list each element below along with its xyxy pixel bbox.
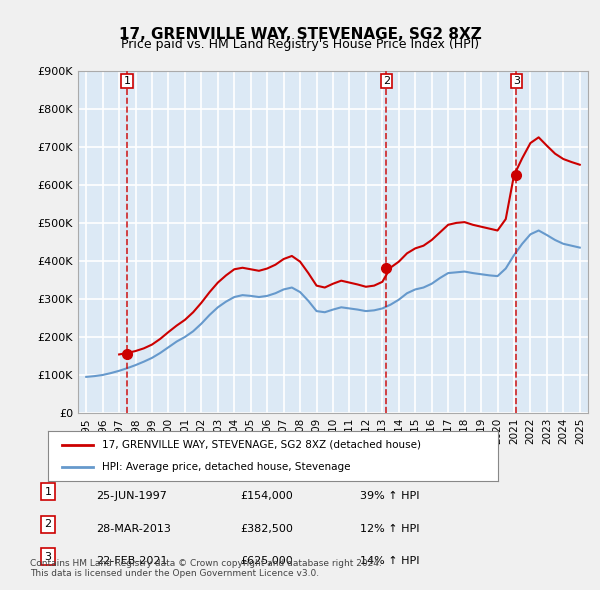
Text: 14% ↑ HPI: 14% ↑ HPI — [360, 556, 419, 566]
Text: £625,000: £625,000 — [240, 556, 293, 566]
Text: £382,500: £382,500 — [240, 524, 293, 534]
Text: Contains HM Land Registry data © Crown copyright and database right 2024.
This d: Contains HM Land Registry data © Crown c… — [30, 559, 382, 578]
Text: 3: 3 — [44, 552, 52, 562]
Text: 39% ↑ HPI: 39% ↑ HPI — [360, 491, 419, 502]
Text: 2: 2 — [44, 519, 52, 529]
Text: 17, GRENVILLE WAY, STEVENAGE, SG2 8XZ: 17, GRENVILLE WAY, STEVENAGE, SG2 8XZ — [119, 27, 481, 41]
Text: 22-FEB-2021: 22-FEB-2021 — [96, 556, 167, 566]
Text: 1: 1 — [44, 487, 52, 497]
Text: 1: 1 — [124, 76, 131, 86]
Text: HPI: Average price, detached house, Stevenage: HPI: Average price, detached house, Stev… — [102, 462, 350, 472]
Text: 17, GRENVILLE WAY, STEVENAGE, SG2 8XZ (detached house): 17, GRENVILLE WAY, STEVENAGE, SG2 8XZ (d… — [102, 440, 421, 450]
Text: 12% ↑ HPI: 12% ↑ HPI — [360, 524, 419, 534]
Text: 25-JUN-1997: 25-JUN-1997 — [96, 491, 167, 502]
Text: £154,000: £154,000 — [240, 491, 293, 502]
Text: Price paid vs. HM Land Registry's House Price Index (HPI): Price paid vs. HM Land Registry's House … — [121, 38, 479, 51]
Text: 28-MAR-2013: 28-MAR-2013 — [96, 524, 171, 534]
Text: 3: 3 — [513, 76, 520, 86]
Text: 2: 2 — [383, 76, 390, 86]
